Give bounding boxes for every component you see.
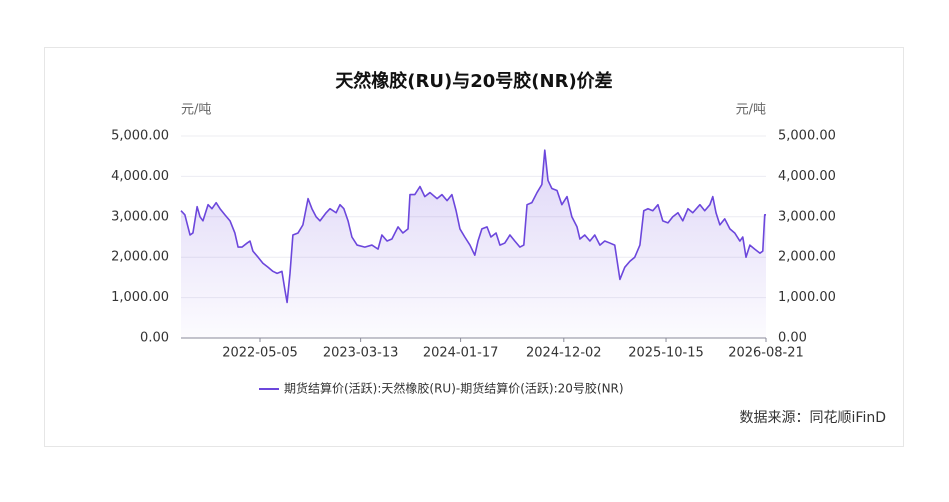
series-area: [181, 150, 766, 338]
y2-tick-label: 2,000.00: [778, 250, 836, 265]
x-tick-label: 2026-08-21: [728, 346, 804, 361]
y-tick-label: 2,000.00: [111, 250, 169, 265]
y2-tick-label: 0.00: [778, 331, 807, 346]
y2-axis-unit: 元/吨: [736, 103, 766, 118]
x-tick-label: 2023-03-13: [323, 346, 399, 361]
y-tick-label: 1,000.00: [111, 290, 169, 305]
y-tick-label: 5,000.00: [111, 129, 169, 144]
y-axis-unit: 元/吨: [181, 103, 211, 118]
y2-tick-label: 1,000.00: [778, 290, 836, 305]
y2-tick-label: 5,000.00: [778, 129, 836, 144]
x-tick-label: 2024-01-17: [423, 346, 499, 361]
y2-tick-label: 3,000.00: [778, 209, 836, 224]
y2-tick-label: 4,000.00: [778, 169, 836, 184]
series-line: [180, 149, 766, 304]
legend-label: 期货结算价(活跃):天然橡胶(RU)-期货结算价(活跃):20号胶(NR): [284, 381, 624, 396]
x-tick-label: 2025-10-15: [628, 346, 704, 361]
x-tick-label: 2024-12-02: [526, 346, 602, 361]
y-tick-label: 4,000.00: [111, 169, 169, 184]
x-tick-label: 2022-05-05: [222, 346, 298, 361]
y-tick-label: 3,000.00: [111, 209, 169, 224]
y-tick-label: 0.00: [140, 331, 169, 346]
source: 数据来源：同花顺iFinD: [740, 410, 886, 426]
chart-title: 天然橡胶(RU)与20号胶(NR)价差: [335, 70, 612, 92]
